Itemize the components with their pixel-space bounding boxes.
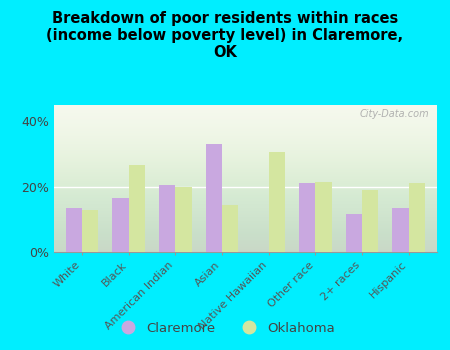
Bar [346, 215, 362, 252]
Bar [392, 208, 409, 252]
Bar [82, 210, 98, 252]
Bar [315, 182, 332, 252]
Bar [222, 205, 238, 252]
Bar [299, 183, 315, 252]
Bar [112, 198, 129, 252]
Bar [269, 152, 285, 252]
Bar [409, 183, 425, 252]
Text: City-Data.com: City-Data.com [359, 110, 429, 119]
Legend: Claremore, Oklahoma: Claremore, Oklahoma [110, 316, 340, 340]
Bar [159, 185, 176, 252]
Text: Breakdown of poor residents within races
(income below poverty level) in Claremo: Breakdown of poor residents within races… [46, 10, 404, 60]
Bar [176, 187, 192, 252]
Bar [206, 144, 222, 252]
Bar [129, 166, 145, 252]
Bar [362, 190, 378, 252]
Bar [66, 208, 82, 252]
